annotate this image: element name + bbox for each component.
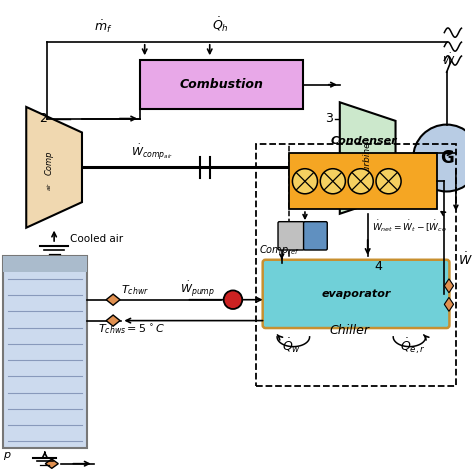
FancyBboxPatch shape xyxy=(289,154,438,209)
Circle shape xyxy=(292,169,318,194)
Polygon shape xyxy=(444,279,454,293)
Polygon shape xyxy=(444,297,454,311)
Polygon shape xyxy=(106,315,120,326)
Text: $\dot{W}$: $\dot{W}$ xyxy=(458,252,473,268)
Text: $\dot{W}_{comp_{air}}$: $\dot{W}_{comp_{air}}$ xyxy=(131,142,173,162)
Text: 4: 4 xyxy=(374,260,383,273)
Text: $\dot{W}_{pump}$: $\dot{W}_{pump}$ xyxy=(180,279,215,299)
FancyBboxPatch shape xyxy=(140,61,302,109)
Polygon shape xyxy=(46,459,58,468)
FancyBboxPatch shape xyxy=(263,260,449,328)
Text: p: p xyxy=(3,450,10,460)
Text: Comp: Comp xyxy=(45,150,54,175)
Polygon shape xyxy=(26,107,82,228)
Text: Cooled air: Cooled air xyxy=(70,234,124,244)
Text: 2: 2 xyxy=(39,112,47,125)
Text: $Comp_{ref}$: $Comp_{ref}$ xyxy=(258,243,299,257)
Text: $_{air}$: $_{air}$ xyxy=(45,181,54,191)
Text: $\dot{m}_f$: $\dot{m}_f$ xyxy=(94,18,112,35)
Circle shape xyxy=(413,125,474,191)
FancyBboxPatch shape xyxy=(278,222,304,250)
Text: Combustion: Combustion xyxy=(179,78,263,91)
Bar xyxy=(256,144,456,386)
Circle shape xyxy=(224,291,242,309)
Text: $T_{chws} = 5\,^\circ C$: $T_{chws} = 5\,^\circ C$ xyxy=(98,322,165,336)
Text: Turbine: Turbine xyxy=(362,141,371,175)
Polygon shape xyxy=(340,102,395,214)
Circle shape xyxy=(320,169,346,194)
Text: $T_{chwr}$: $T_{chwr}$ xyxy=(121,283,149,297)
Text: Condenser: Condenser xyxy=(330,136,397,146)
Text: $\dot{Q}_{e,r}$: $\dot{Q}_{e,r}$ xyxy=(400,336,426,356)
FancyBboxPatch shape xyxy=(3,255,87,448)
Text: G: G xyxy=(440,149,454,167)
Polygon shape xyxy=(106,294,120,305)
Text: Chiller: Chiller xyxy=(329,324,369,337)
Text: $\dot{W}_{net} = \dot{W}_t - [\dot{W}_{co}$: $\dot{W}_{net} = \dot{W}_t - [\dot{W}_{c… xyxy=(372,218,447,234)
Text: $\dot{Q}_w$: $\dot{Q}_w$ xyxy=(282,336,301,355)
Text: 3: 3 xyxy=(325,112,333,125)
FancyBboxPatch shape xyxy=(3,255,87,272)
Text: $\dot{Q}_h$: $\dot{Q}_h$ xyxy=(212,15,229,34)
FancyBboxPatch shape xyxy=(303,222,327,250)
Circle shape xyxy=(348,169,373,194)
Circle shape xyxy=(376,169,401,194)
Text: $\dot{W}$: $\dot{W}$ xyxy=(442,52,456,67)
Text: evaporator: evaporator xyxy=(321,289,391,299)
